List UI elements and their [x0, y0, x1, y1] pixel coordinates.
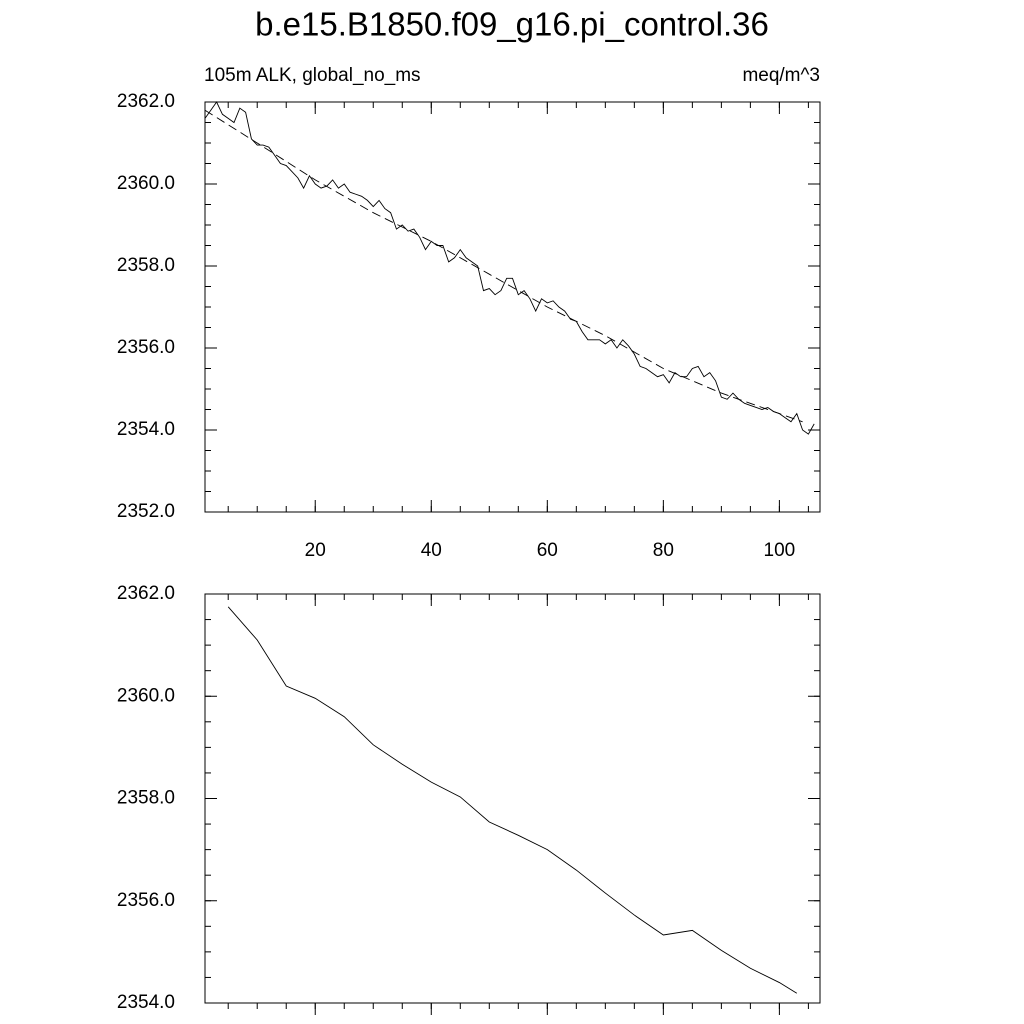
- y-tick-label: 2356.0: [117, 890, 175, 911]
- y-tick-label: 2358.0: [117, 788, 175, 809]
- y-tick-label: 2354.0: [117, 992, 175, 1013]
- x-tick-label: 60: [537, 540, 558, 561]
- y-tick-label: 2360.0: [117, 685, 175, 706]
- x-tick-label: 100: [764, 540, 796, 561]
- y-tick-label: 2360.0: [117, 173, 175, 194]
- data-line: [227, 606, 798, 994]
- y-tick-label: 2362.0: [117, 583, 175, 604]
- y-tick-label: 2354.0: [117, 419, 175, 440]
- x-tick-label: 20: [305, 540, 326, 561]
- y-tick-label: 2352.0: [117, 501, 175, 522]
- plot-frame: [204, 593, 821, 1004]
- y-tick-label: 2356.0: [117, 337, 175, 358]
- subtitle-left: 105m ALK, global_no_ms: [204, 65, 421, 86]
- x-tick-label: 40: [421, 540, 442, 561]
- data-line: [204, 101, 815, 435]
- subtitle-right: meq/m^3: [742, 65, 820, 86]
- y-tick-label: 2358.0: [117, 255, 175, 276]
- chart-title: b.e15.B1850.f09_g16.pi_control.36: [255, 6, 769, 43]
- y-tick-label: 2362.0: [117, 91, 175, 112]
- trend-line: [204, 109, 803, 423]
- plot-frame: [204, 101, 821, 513]
- x-tick-label: 80: [653, 540, 674, 561]
